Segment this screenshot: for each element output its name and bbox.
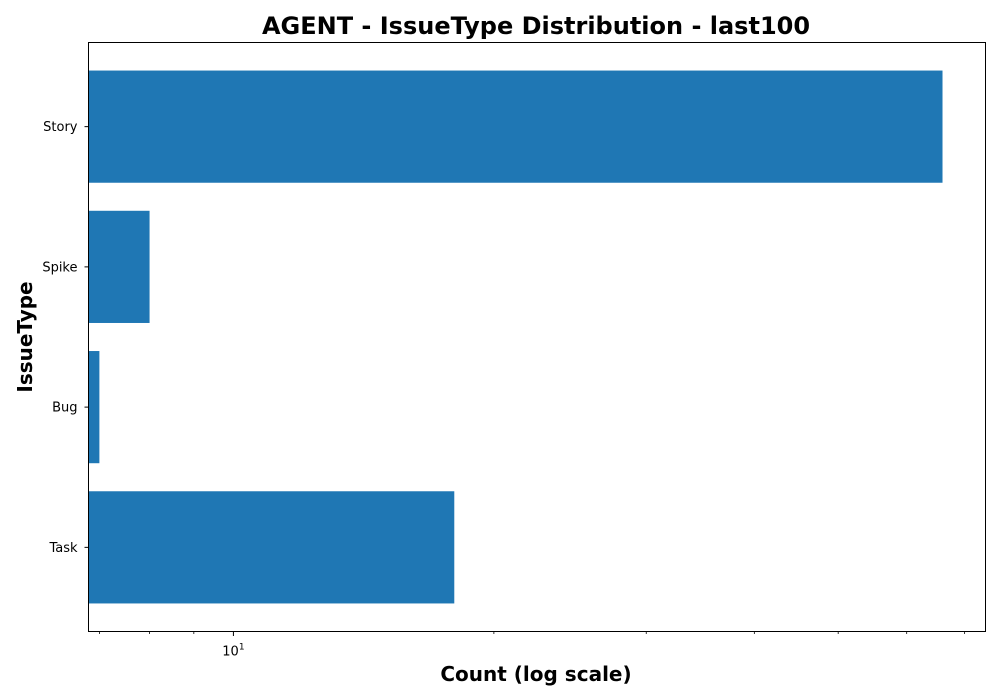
- chart-title: AGENT - IssueType Distribution - last100: [262, 12, 810, 40]
- bar-task: [88, 491, 455, 604]
- y-tick-label-task: Task: [48, 541, 78, 556]
- bar-bug: [88, 351, 100, 464]
- bar-spike: [88, 210, 150, 323]
- x-axis-label: Count (log scale): [440, 662, 631, 686]
- y-axis-label: IssueType: [13, 281, 37, 392]
- bar-story: [88, 70, 943, 183]
- x-tick-label: 101: [222, 643, 244, 660]
- x-ticks-group: 101: [98, 631, 966, 660]
- bars-group: [88, 70, 943, 604]
- y-tick-label-bug: Bug: [52, 401, 77, 416]
- plot-frame: [88, 42, 986, 632]
- y-ticks-group: Story Spike Bug Task: [42, 120, 89, 556]
- y-tick-label-spike: Spike: [42, 260, 77, 275]
- y-tick-label-story: Story: [43, 120, 78, 135]
